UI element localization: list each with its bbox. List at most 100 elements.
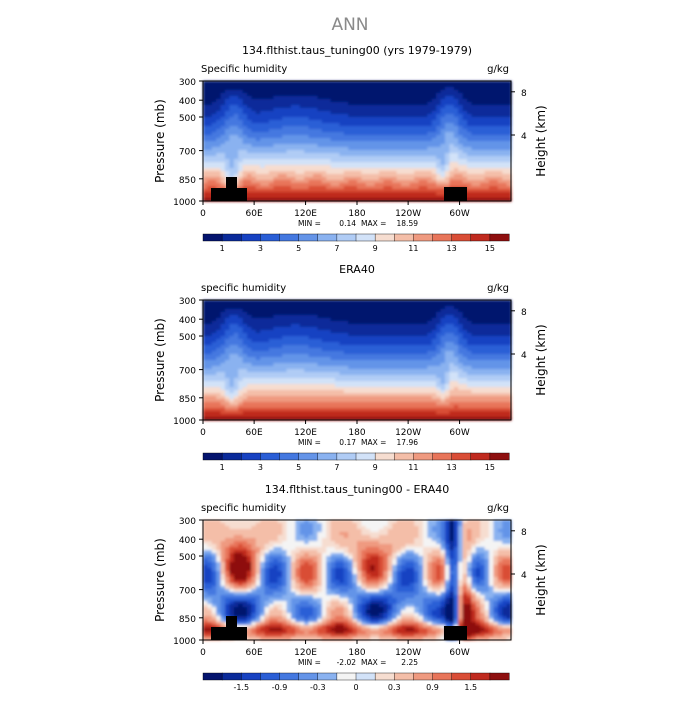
colorbar-swatch <box>433 453 452 460</box>
terrain-block <box>458 626 467 640</box>
colorbar-swatch <box>241 234 260 241</box>
min-value: -2.02 <box>337 658 357 667</box>
colorbar-swatch <box>375 234 394 241</box>
y-axis-title: Pressure (mb) <box>153 538 167 622</box>
y2tick-label: 4 <box>521 351 527 361</box>
colorbar-label: 1 <box>220 463 225 472</box>
colorbar-swatch <box>241 453 260 460</box>
ytick-label: 1000 <box>173 417 196 427</box>
colorbar-swatch <box>394 673 413 680</box>
colorbar-swatch <box>356 453 375 460</box>
colorbar-swatch <box>299 453 318 460</box>
colorbar-label: -0.9 <box>272 683 288 692</box>
chart-panel-diff: 134.flthist.taus_tuning00 - ERA40 specifi… <box>153 483 548 692</box>
field-label: Specific humidity <box>201 64 287 75</box>
colorbar-swatch <box>490 673 509 680</box>
colorbar-label: 0.3 <box>388 683 401 692</box>
xtick-label: 0 <box>200 428 206 438</box>
xtick-label: 60W <box>449 648 469 658</box>
colorbar-swatch <box>203 673 222 680</box>
units-label: g/kg <box>487 283 509 294</box>
colorbar-swatch <box>413 234 432 241</box>
colorbar-swatch <box>241 673 260 680</box>
field-label: specific humidity <box>201 283 286 294</box>
ytick-label: 500 <box>179 333 196 343</box>
ytick-label: 300 <box>179 517 196 527</box>
panel-title: 134.flthist.taus_tuning00 - ERA40 <box>265 483 449 496</box>
colorbar-swatch <box>222 453 241 460</box>
colorbar-swatch <box>452 453 471 460</box>
colorbar-label: 11 <box>408 244 418 253</box>
ytick-label: 850 <box>179 395 196 405</box>
colorbar-label: 3 <box>258 463 263 472</box>
colorbar-swatch <box>452 234 471 241</box>
colorbar-swatch <box>490 234 509 241</box>
xtick-label: 120W <box>395 648 421 658</box>
max-label: MAX = <box>361 658 386 667</box>
colorbar-label: 5 <box>296 463 301 472</box>
xtick-label: 60E <box>246 428 263 438</box>
colorbar-label: 5 <box>296 244 301 253</box>
xtick-label: 120W <box>395 428 421 438</box>
xtick-label: 0 <box>200 648 206 658</box>
colorbar-swatch <box>471 453 490 460</box>
xtick-label: 60E <box>246 648 263 658</box>
colorbar-swatch <box>413 453 432 460</box>
min-value: 0.14 <box>339 219 356 228</box>
colorbar-swatch <box>471 673 490 680</box>
xtick-label: 0 <box>200 209 206 219</box>
colorbar-swatch <box>375 453 394 460</box>
field-label: specific humidity <box>201 503 286 514</box>
xtick-label: 120E <box>294 428 317 438</box>
colorbar-swatch <box>471 234 490 241</box>
terrain-block <box>211 188 226 201</box>
min-label: MIN = <box>298 658 321 667</box>
ytick-label: 400 <box>179 536 196 546</box>
colorbar-swatch <box>337 453 356 460</box>
ytick-label: 700 <box>179 367 196 377</box>
colorbar-swatch <box>490 453 509 460</box>
colorbar-label: 9 <box>373 463 378 472</box>
y2-axis-title: Height (km) <box>534 324 548 395</box>
colorbar-label: 0.9 <box>426 683 439 692</box>
y2-axis-title: Height (km) <box>534 544 548 615</box>
colorbar-swatch <box>452 673 471 680</box>
colorbar-label: 0 <box>353 683 358 692</box>
colorbar-label: 7 <box>334 244 339 253</box>
ytick-label: 500 <box>179 553 196 563</box>
ytick-label: 400 <box>179 97 196 107</box>
colorbar-swatch <box>394 234 413 241</box>
units-label: g/kg <box>487 503 509 514</box>
xtick-label: 60W <box>449 428 469 438</box>
xtick-label: 180 <box>348 648 365 658</box>
colorbar-swatch <box>203 234 222 241</box>
figure-title: ANN <box>331 15 368 35</box>
terrain-block <box>444 626 458 640</box>
y2tick-label: 8 <box>521 308 527 318</box>
colorbar-label: 11 <box>408 463 418 472</box>
min-value: 0.17 <box>339 438 356 447</box>
colorbar-label: -0.3 <box>310 683 326 692</box>
colorbar-label: 7 <box>334 463 339 472</box>
colorbar-swatch <box>337 234 356 241</box>
colorbar-label: -1.5 <box>233 683 249 692</box>
xtick-label: 120E <box>294 209 317 219</box>
colorbar-swatch <box>280 234 299 241</box>
colorbar-swatch <box>394 453 413 460</box>
colorbar-swatch <box>280 673 299 680</box>
colorbar-swatch <box>299 234 318 241</box>
y2tick-label: 8 <box>521 89 527 99</box>
y2-axis-title: Height (km) <box>534 105 548 176</box>
colorbar-swatch <box>433 673 452 680</box>
max-label: MAX = <box>361 438 386 447</box>
colorbar-swatch <box>260 234 279 241</box>
terrain-block <box>236 627 247 640</box>
y-axis-title: Pressure (mb) <box>153 99 167 183</box>
colorbar-swatch <box>280 453 299 460</box>
colorbar-swatch <box>318 234 337 241</box>
ytick-label: 1000 <box>173 637 196 647</box>
ytick-label: 400 <box>179 316 196 326</box>
